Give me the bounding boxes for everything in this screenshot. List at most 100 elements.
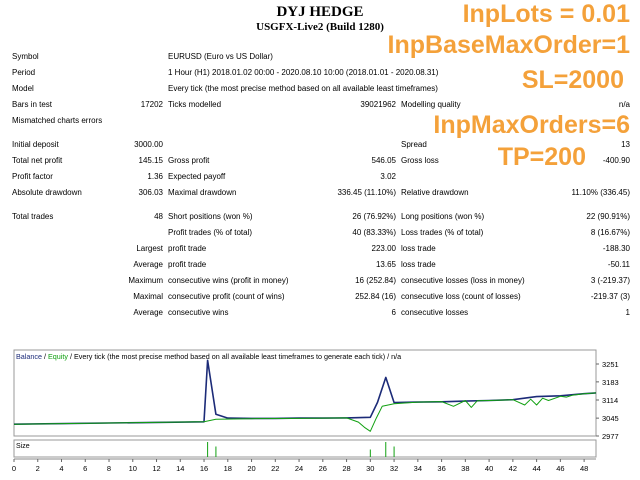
total-trades-label: Total trades bbox=[12, 212, 54, 221]
ticks-label: Ticks modelled bbox=[168, 100, 222, 109]
x-tick-label: 18 bbox=[224, 464, 232, 473]
average-cons-label: Average bbox=[133, 308, 163, 317]
relative-drawdown-label: Relative drawdown bbox=[401, 188, 469, 197]
y-tick-label: 3045 bbox=[602, 414, 619, 423]
net-profit-value: 145.15 bbox=[138, 156, 163, 165]
spread-label: Spread bbox=[401, 140, 427, 149]
x-tick-label: 12 bbox=[152, 464, 160, 473]
largest-profit-value: 223.00 bbox=[371, 244, 396, 253]
x-tick-label: 14 bbox=[176, 464, 184, 473]
x-tick-label: 10 bbox=[129, 464, 137, 473]
period-value: 1 Hour (H1) 2018.01.02 00:00 - 2020.08.1… bbox=[168, 68, 439, 77]
absolute-drawdown-label: Absolute drawdown bbox=[12, 188, 82, 197]
gross-loss-label: Gross loss bbox=[401, 156, 439, 165]
largest-profit-label: profit trade bbox=[168, 244, 207, 253]
x-tick-label: 20 bbox=[247, 464, 255, 473]
balance-equity-chart: Balance / Equity / Every tick (the most … bbox=[12, 349, 619, 473]
overlay-inplots: InpLots = 0.01 bbox=[462, 0, 630, 28]
long-positions-value: 22 (90.91%) bbox=[586, 212, 630, 221]
largest-loss-value: -188.30 bbox=[602, 244, 630, 253]
symbol-label: Symbol bbox=[12, 52, 39, 61]
main-plot-frame bbox=[13, 349, 597, 437]
bars-value: 17202 bbox=[140, 100, 163, 109]
max-cons-losses-label: consecutive losses (loss in money) bbox=[401, 276, 525, 285]
avg-cons-wins-label: consecutive wins bbox=[168, 308, 229, 317]
equity-line bbox=[13, 392, 597, 432]
maximal-cons-loss-value: -219.37 (3) bbox=[590, 292, 630, 301]
largest-label: Largest bbox=[136, 244, 163, 253]
largest-loss-label: loss trade bbox=[401, 244, 436, 253]
x-tick-label: 40 bbox=[485, 464, 493, 473]
model-value: Every tick (the most precise method base… bbox=[168, 84, 438, 93]
spread-value: 13 bbox=[621, 140, 630, 149]
x-tick-label: 44 bbox=[532, 464, 540, 473]
long-positions-label: Long positions (won %) bbox=[401, 212, 485, 221]
absolute-drawdown-value: 306.03 bbox=[138, 188, 163, 197]
avg-cons-losses-label: consecutive losses bbox=[401, 308, 469, 317]
profit-trades-value: 40 (83.33%) bbox=[352, 228, 396, 237]
profit-factor-label: Profit factor bbox=[12, 172, 53, 181]
gross-loss-value: -400.90 bbox=[602, 156, 630, 165]
average-label: Average bbox=[133, 260, 163, 269]
max-cons-losses-value: 3 (-219.37) bbox=[590, 276, 630, 285]
x-tick-label: 16 bbox=[200, 464, 208, 473]
maximal-drawdown-value: 336.45 (11.10%) bbox=[337, 188, 396, 197]
average-loss-label: loss trade bbox=[401, 260, 436, 269]
expected-payoff-value: 3.02 bbox=[380, 172, 396, 181]
chart-legend-part: / n/a bbox=[385, 352, 401, 361]
quality-label: Modelling quality bbox=[401, 100, 461, 109]
x-tick-label: 8 bbox=[107, 464, 111, 473]
y-tick-label: 3183 bbox=[602, 378, 619, 387]
profit-factor-value: 1.36 bbox=[147, 172, 163, 181]
profit-trades-label: Profit trades (% of total) bbox=[168, 228, 253, 237]
x-tick-label: 6 bbox=[83, 464, 87, 473]
loss-trades-value: 8 (16.67%) bbox=[590, 228, 630, 237]
x-tick-label: 30 bbox=[366, 464, 374, 473]
x-tick-label: 42 bbox=[509, 464, 517, 473]
x-tick-label: 46 bbox=[556, 464, 564, 473]
max-cons-wins-label: consecutive wins (profit in money) bbox=[168, 276, 289, 285]
x-tick-label: 22 bbox=[271, 464, 279, 473]
x-tick-label: 34 bbox=[414, 464, 422, 473]
maximal-cons-loss-label: consecutive loss (count of losses) bbox=[401, 292, 521, 301]
avg-cons-wins-value: 6 bbox=[391, 308, 396, 317]
x-tick-label: 28 bbox=[342, 464, 350, 473]
chart-legend: Balance / Equity / Every tick (the most … bbox=[16, 352, 401, 361]
report-subtitle: USGFX-Live2 (Build 1280) bbox=[256, 21, 384, 33]
short-positions-value: 26 (76.92%) bbox=[352, 212, 396, 221]
total-trades-value: 48 bbox=[154, 212, 163, 221]
gross-profit-value: 546.05 bbox=[371, 156, 396, 165]
chart-legend-part: / bbox=[42, 352, 48, 361]
avg-cons-losses-value: 1 bbox=[625, 308, 630, 317]
mismatch-label: Mismatched charts errors bbox=[12, 116, 103, 125]
y-tick-label: 3251 bbox=[602, 360, 619, 369]
quality-value: n/a bbox=[618, 100, 630, 109]
symbol-value: EURUSD (Euro vs US Dollar) bbox=[168, 52, 273, 61]
x-tick-label: 48 bbox=[580, 464, 588, 473]
model-label: Model bbox=[12, 84, 34, 93]
y-tick-label: 2977 bbox=[602, 432, 619, 441]
overlay-tp: TP=200 bbox=[497, 143, 586, 171]
short-positions-label: Short positions (won %) bbox=[168, 212, 253, 221]
x-tick-label: 38 bbox=[461, 464, 469, 473]
x-tick-label: 26 bbox=[319, 464, 327, 473]
period-label: Period bbox=[12, 68, 36, 77]
ticks-value: 39021962 bbox=[360, 100, 396, 109]
x-tick-label: 0 bbox=[12, 464, 16, 473]
loss-trades-label: Loss trades (% of total) bbox=[401, 228, 484, 237]
average-loss-value: -50.11 bbox=[607, 260, 630, 269]
maximal-cons-profit-label: consecutive profit (count of wins) bbox=[168, 292, 285, 301]
chart-legend-part: / Every tick (the most precise method ba… bbox=[68, 352, 385, 361]
overlay-inpbasemaxorder: InpBaseMaxOrder=1 bbox=[387, 31, 630, 59]
x-tick-label: 32 bbox=[390, 464, 398, 473]
chart-legend-part: Balance bbox=[16, 352, 42, 361]
maximal-drawdown-label: Maximal drawdown bbox=[168, 188, 237, 197]
size-plot-frame bbox=[13, 439, 597, 458]
x-tick-label: 2 bbox=[36, 464, 40, 473]
x-tick-label: 24 bbox=[295, 464, 303, 473]
initial-deposit-label: Initial deposit bbox=[12, 140, 59, 149]
balance-line bbox=[13, 359, 597, 425]
overlay-inpmaxorders: InpMaxOrders=6 bbox=[433, 111, 630, 139]
maximal-label: Maximal bbox=[133, 292, 163, 301]
bars-label: Bars in test bbox=[12, 100, 53, 109]
